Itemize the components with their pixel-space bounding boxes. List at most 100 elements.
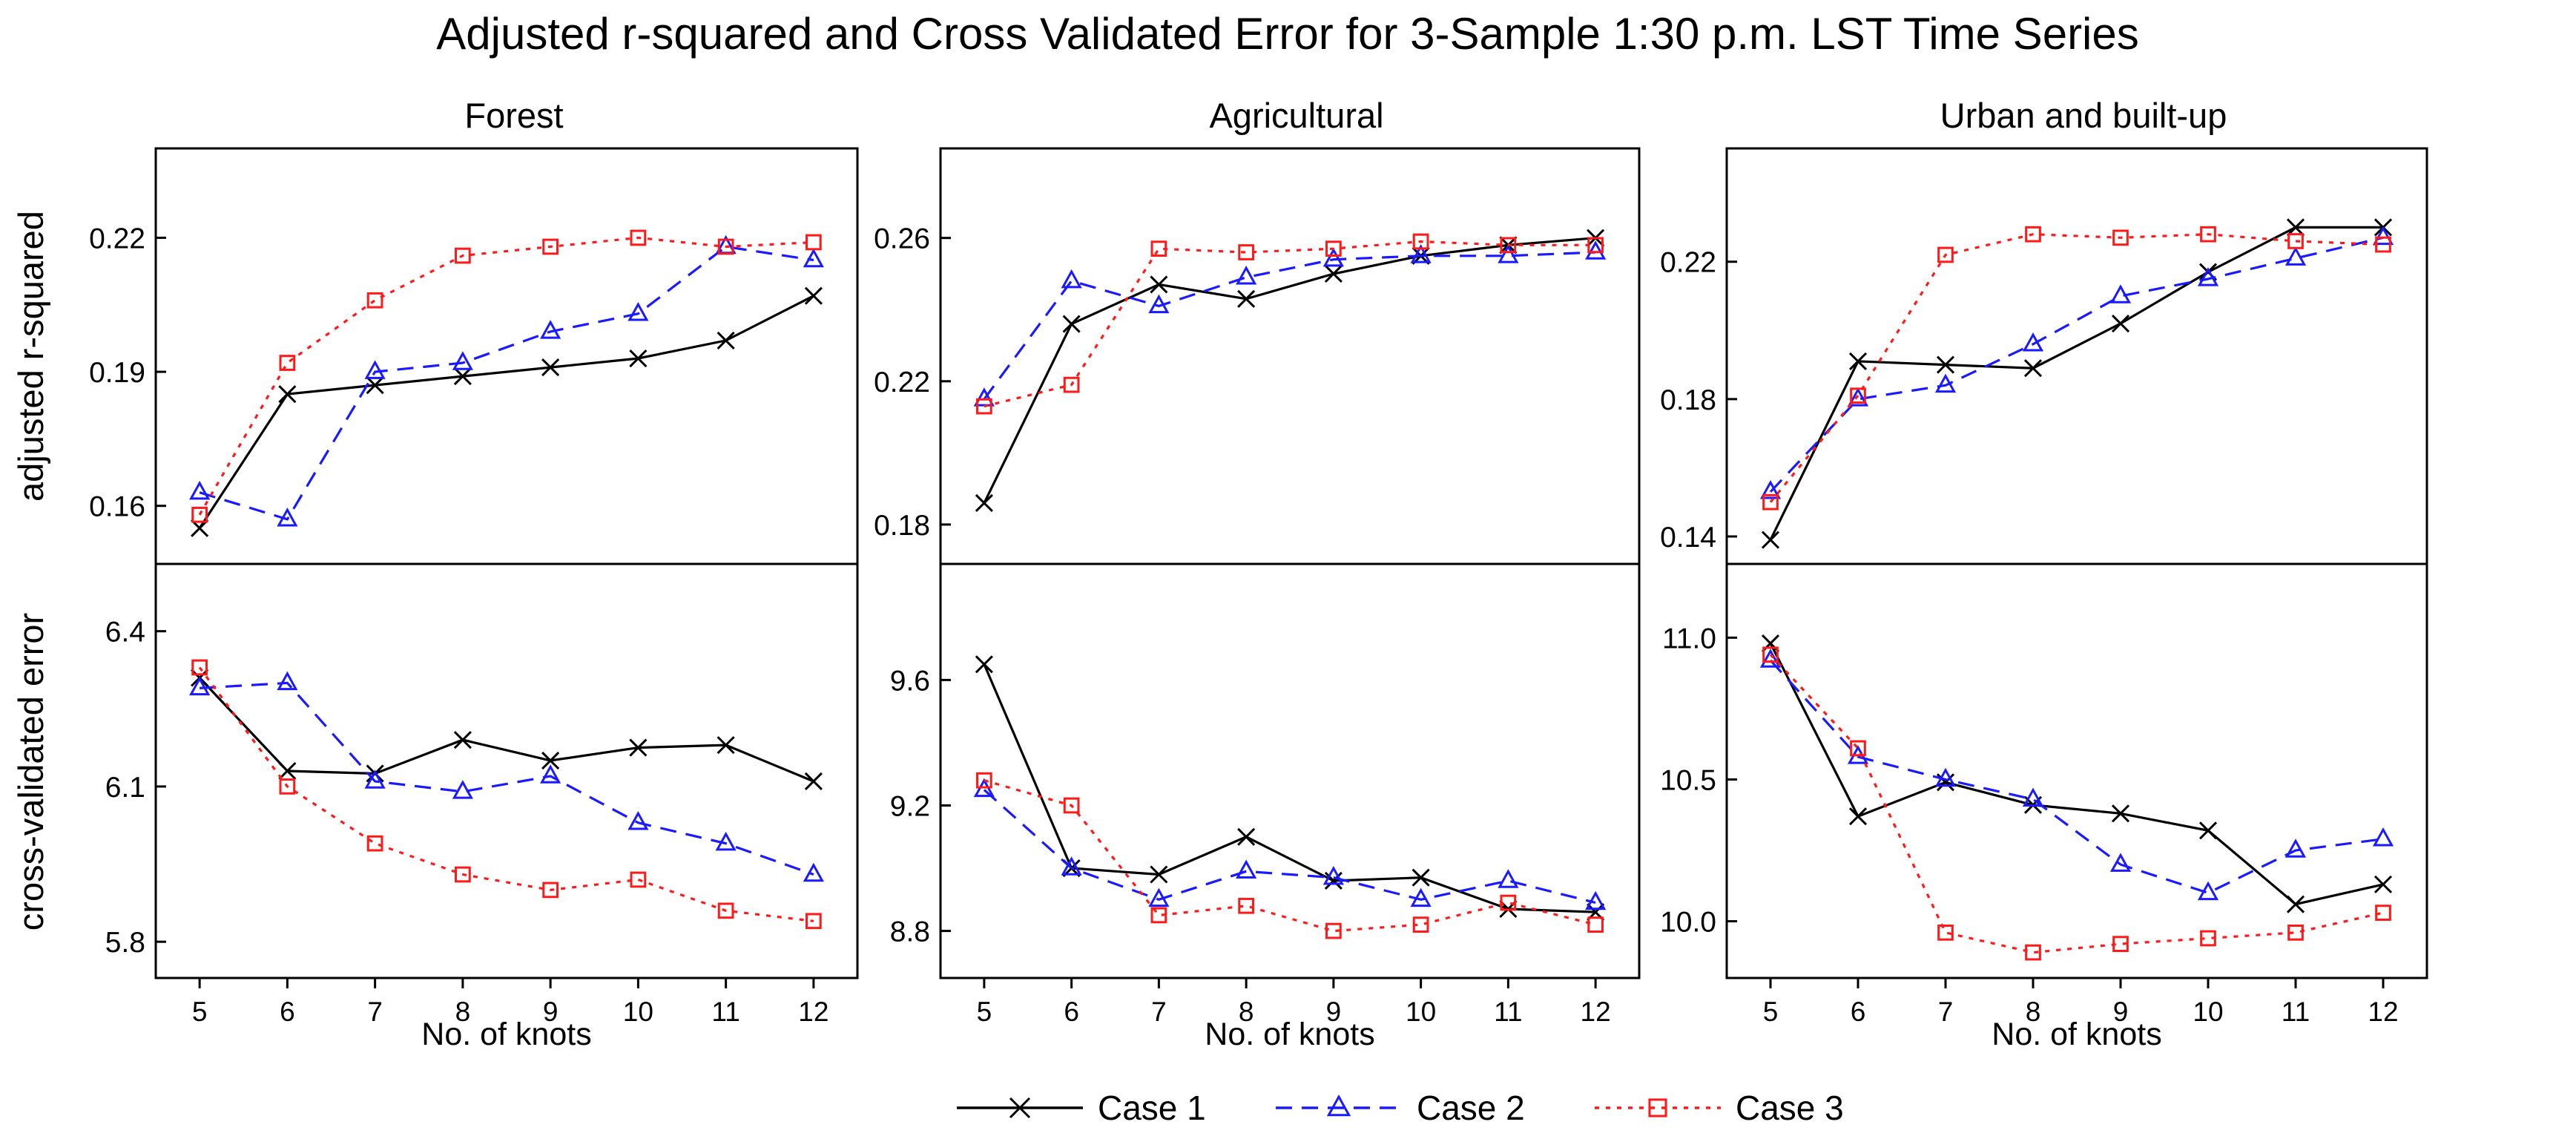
data-point-case-3: [366, 835, 383, 852]
x-tick-label: 6: [280, 997, 295, 1027]
data-point-case-3: [279, 778, 296, 795]
data-point-case-3: [2112, 229, 2129, 246]
data-point-case-2: [2197, 881, 2219, 901]
x-tick-label: 8: [455, 997, 471, 1027]
data-point-case-1: [1411, 868, 1430, 887]
panels: 0.16 0.19 0.22 0.18 0.22 0.26 0.14 0.18 0.22 5.8 6…: [89, 147, 2428, 1027]
series-case-3: [976, 233, 1604, 415]
x-tick-label: 11: [711, 997, 739, 1027]
data-point-case-3: [542, 882, 559, 899]
series-line-case-2: [199, 245, 814, 521]
xlabel-forest: No. of knots: [421, 1017, 591, 1052]
series-line-case-1: [983, 237, 1596, 504]
data-point-case-3: [2025, 944, 2041, 961]
data-point-case-3: [2025, 226, 2041, 243]
data-point-case-3: [1150, 907, 1167, 924]
legend-marker: [1326, 1094, 1351, 1117]
data-point-case-3: [2112, 936, 2129, 952]
plot-frame: [1725, 562, 2428, 979]
data-point-case-2: [627, 302, 649, 321]
ylabel-adjusted-r-squared: adjusted r-squared: [11, 211, 50, 502]
data-point-case-3: [1937, 246, 1954, 263]
data-point-case-2: [1585, 240, 1607, 260]
series-case-3: [191, 659, 822, 930]
data-point-case-2: [1322, 247, 1344, 267]
series-line-case-2: [200, 681, 814, 876]
data-point-case-1: [2374, 875, 2393, 893]
x-tick-label: 8: [1239, 997, 1254, 1027]
data-point-case-1: [629, 349, 648, 368]
panel-forest-cross-validated-error: 5.8 6.1 6.4 5 6 7 8 9 10 11 12: [105, 562, 859, 1027]
data-point-case-3: [1412, 233, 1429, 250]
data-point-case-2: [1498, 244, 1519, 263]
series-case-2: [189, 671, 824, 882]
data-point-case-1: [1324, 871, 1343, 890]
y-tick-label: 5.8: [105, 927, 145, 959]
data-point-case-2: [2109, 284, 2132, 303]
data-point-case-1: [1848, 352, 1868, 371]
x-tick-label: 7: [1938, 997, 1954, 1027]
series-case-1: [1761, 634, 2393, 913]
series-case-2: [973, 240, 1607, 407]
data-point-case-2: [2285, 246, 2307, 266]
data-point-case-3: [1500, 237, 1517, 254]
series-line-case-1: [198, 677, 814, 783]
data-point-case-2: [540, 320, 561, 339]
data-point-case-1: [717, 331, 735, 349]
urban-panel-title: Urban and built-up: [1940, 96, 2227, 135]
panel-agricultural-adjusted-r-squared: 0.18 0.22 0.26: [874, 147, 1641, 565]
data-point-case-3: [191, 506, 208, 523]
data-point-case-1: [2286, 218, 2305, 237]
data-point-case-1: [1062, 315, 1081, 333]
data-point-case-2: [1148, 294, 1170, 314]
series-line-case-2: [983, 789, 1596, 905]
y-tick-label: 10.0: [1660, 907, 1716, 939]
data-point-case-1: [629, 738, 648, 757]
data-point-case-3: [1762, 493, 1779, 511]
plot-frame: [1725, 147, 2428, 565]
series-line-case-2: [983, 251, 1596, 400]
data-point-case-3: [717, 902, 734, 919]
data-point-case-2: [452, 351, 473, 370]
ylabel-cross-validated-error: cross-validated error: [11, 613, 50, 930]
x-tick-label: 9: [2113, 997, 2129, 1027]
data-point-case-3: [1150, 240, 1167, 257]
data-point-case-1: [278, 385, 297, 404]
y-tick-label: 0.16: [89, 491, 145, 523]
x-tick-label: 5: [1763, 997, 1779, 1027]
data-point-case-2: [2372, 226, 2394, 246]
data-point-case-3: [455, 247, 471, 264]
data-point-case-2: [1236, 266, 1257, 285]
data-point-case-2: [1410, 887, 1432, 907]
data-point-case-3: [455, 866, 471, 883]
data-point-case-3: [1238, 897, 1254, 914]
x-tick-label: 12: [2368, 997, 2398, 1027]
data-point-case-2: [715, 831, 737, 851]
panel-urban-and-built-up-cross-validated-error: 10.0 10.5 11.0 5 6 7 8 9 10 11 12: [1660, 562, 2428, 1027]
data-point-case-2: [2372, 827, 2394, 847]
x-tick-label: 7: [367, 997, 383, 1027]
forest-panel-title: Forest: [464, 96, 563, 135]
data-point-case-2: [452, 780, 473, 799]
x-tick-label: 12: [798, 997, 829, 1027]
series-line-case-3: [198, 236, 814, 516]
data-point-case-1: [2111, 314, 2130, 333]
series-line-case-3: [1769, 654, 2384, 954]
legend-label: Case 2: [1417, 1089, 1525, 1127]
x-tick-label: 10: [1406, 997, 1436, 1027]
data-point-case-2: [189, 480, 211, 500]
data-point-case-3: [630, 229, 647, 246]
data-point-case-1: [453, 731, 472, 749]
data-point-case-1: [2286, 895, 2305, 913]
data-point-case-1: [1150, 275, 1168, 294]
y-tick-label: 0.14: [1660, 522, 1716, 554]
data-point-case-3: [1325, 922, 1342, 939]
data-point-case-2: [1498, 869, 1519, 888]
legend-item-case-1: Case 1: [957, 1089, 1206, 1127]
data-point-case-3: [2287, 924, 2304, 941]
data-point-case-3: [279, 355, 296, 371]
data-point-case-2: [1061, 856, 1082, 876]
data-point-case-2: [2197, 267, 2219, 286]
data-point-case-3: [1500, 894, 1517, 911]
data-point-case-3: [2200, 226, 2216, 243]
